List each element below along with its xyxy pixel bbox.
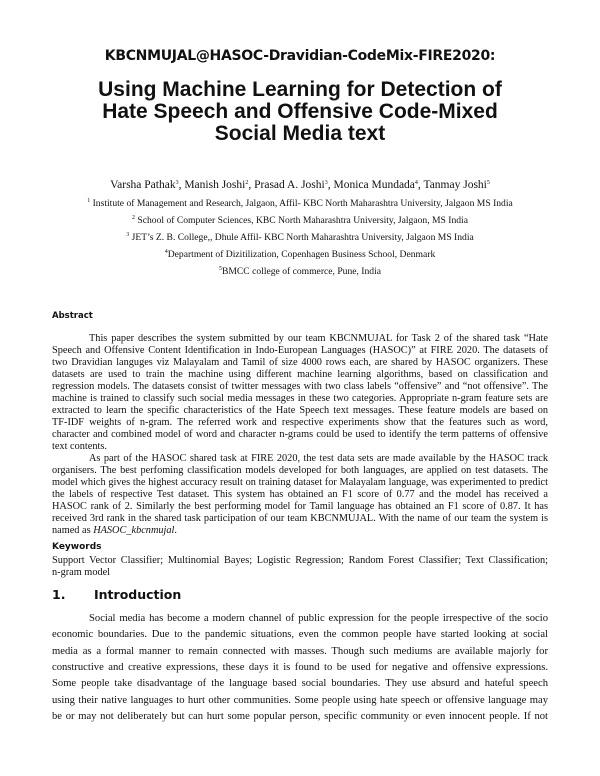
section-number: 1.: [52, 587, 66, 602]
title-line: Social Media text: [214, 122, 386, 145]
text-line: Support Vector Classifier; Multinomial B…: [52, 555, 548, 566]
author-affiliation-mark: 3: [175, 180, 179, 186]
text-line: datasets are used to train the machine u…: [52, 369, 548, 380]
text-line: be or may not deliberately but can hurt …: [52, 710, 548, 722]
text-line: This paper describes the system submitte…: [89, 333, 548, 344]
author: Varsha Pathak3,: [110, 179, 185, 191]
affiliation-mark: 3: [126, 232, 130, 238]
author-list: Varsha Pathak3, Manish Joshi2, Prasad A.…: [0, 179, 600, 191]
author-affiliation-mark: 2: [245, 180, 249, 186]
text-line: media as a formal manner to remain conne…: [52, 645, 548, 657]
text-fragment: .: [174, 525, 177, 536]
affiliation-mark: 4: [164, 249, 168, 255]
text-line: constructive and creative expressions, t…: [52, 661, 548, 673]
text-line: n-gram model: [52, 567, 111, 578]
affiliation-line: 3 JET’s Z. B. College,, Dhule Affil- KBC…: [0, 232, 600, 243]
text-line: extracted to learn the specific characte…: [52, 405, 548, 416]
author-name: Manish Joshi: [184, 179, 246, 191]
text-line: model which gives the highest accuracy r…: [52, 477, 548, 488]
title-line: Hate Speech and Offensive Code-Mixed: [102, 100, 498, 123]
text-line: organisers. The best perfoming classific…: [52, 465, 548, 476]
text-line: economic boundaries. Due to the pandemic…: [52, 629, 548, 641]
system-name: HASOC_kbcnmujal: [93, 525, 175, 536]
affiliation-line: 2 School of Computer Sciences, KBC North…: [0, 215, 600, 226]
text-line: HASOC rank of 2. Similarly the best perf…: [52, 501, 548, 512]
author: Monica Mundada4,: [333, 179, 424, 191]
affiliation-text: JET’s Z. B. College,, Dhule Affil- KBC N…: [129, 232, 474, 243]
author-name: Varsha Pathak: [110, 179, 176, 191]
text-line: the labels of respective Test dataset. T…: [52, 489, 548, 500]
affiliation-line: 4Department of Dizitilization, Copenhage…: [0, 249, 600, 260]
affiliation-line: 5BMCC college of commerce, Pune, India: [0, 266, 600, 277]
affiliation-text: School of Computer Sciences, KBC North M…: [135, 215, 468, 226]
author-name: Prasad A. Joshi: [254, 179, 325, 191]
affiliation-mark: 5: [218, 266, 222, 272]
title-line: Using Machine Learning for Detection of: [98, 78, 502, 101]
text-line: text contents.: [52, 441, 107, 452]
author: Prasad A. Joshi3,: [254, 179, 334, 191]
abstract-heading: Abstract: [52, 311, 93, 321]
author: Tanmay Joshi5: [423, 179, 489, 191]
text-line: machine is trained to classify such soci…: [52, 393, 548, 404]
affiliation-mark: 2: [132, 215, 135, 221]
affiliation-text: Institute of Management and Research, Ja…: [90, 198, 513, 209]
section-heading: Introduction: [94, 587, 182, 602]
text-line: two Dravidian languges viz Malayalam and…: [52, 357, 548, 368]
text-line: Some people take disadvantage of the lan…: [52, 678, 548, 690]
affiliation-mark: 1: [87, 198, 91, 204]
affiliation-line: 1 Institute of Management and Research, …: [0, 198, 600, 209]
text-line: As part of the HASOC shared task at FIRE…: [89, 453, 548, 464]
author-affiliation-mark: 4: [414, 180, 418, 186]
author-affiliation-mark: 5: [486, 180, 490, 186]
text-line: character and combined model of word and…: [52, 429, 548, 440]
text-line: Speech and Offensive Content Identificat…: [52, 345, 548, 356]
text-line: named as HASOC_kbcnmujal.: [52, 525, 548, 537]
affiliation-text: Department of Dizitilization, Copenhagen…: [167, 249, 436, 260]
author-affiliation-mark: 3: [324, 180, 328, 186]
author-name: Monica Mundada: [333, 179, 415, 191]
text-line: TF-IDF weights of n-gram. The referred w…: [52, 417, 548, 428]
author: Manish Joshi2,: [184, 179, 255, 191]
text-line: received 3rd rank in the shared task par…: [52, 513, 548, 524]
text-fragment: named as: [52, 525, 94, 536]
author-name: Tanmay Joshi: [423, 179, 487, 191]
keywords-heading: Keywords: [52, 542, 102, 552]
affiliation-text: BMCC college of commerce, Pune, India: [221, 266, 382, 277]
paper-series-header: KBCNMUJAL@HASOC-Dravidian-CodeMix-FIRE20…: [104, 48, 496, 64]
text-line: Social media has become a modern channel…: [89, 613, 548, 624]
text-line: using their native languages to hurt oth…: [52, 694, 548, 706]
text-line: regression models. The datasets consist …: [52, 381, 548, 392]
